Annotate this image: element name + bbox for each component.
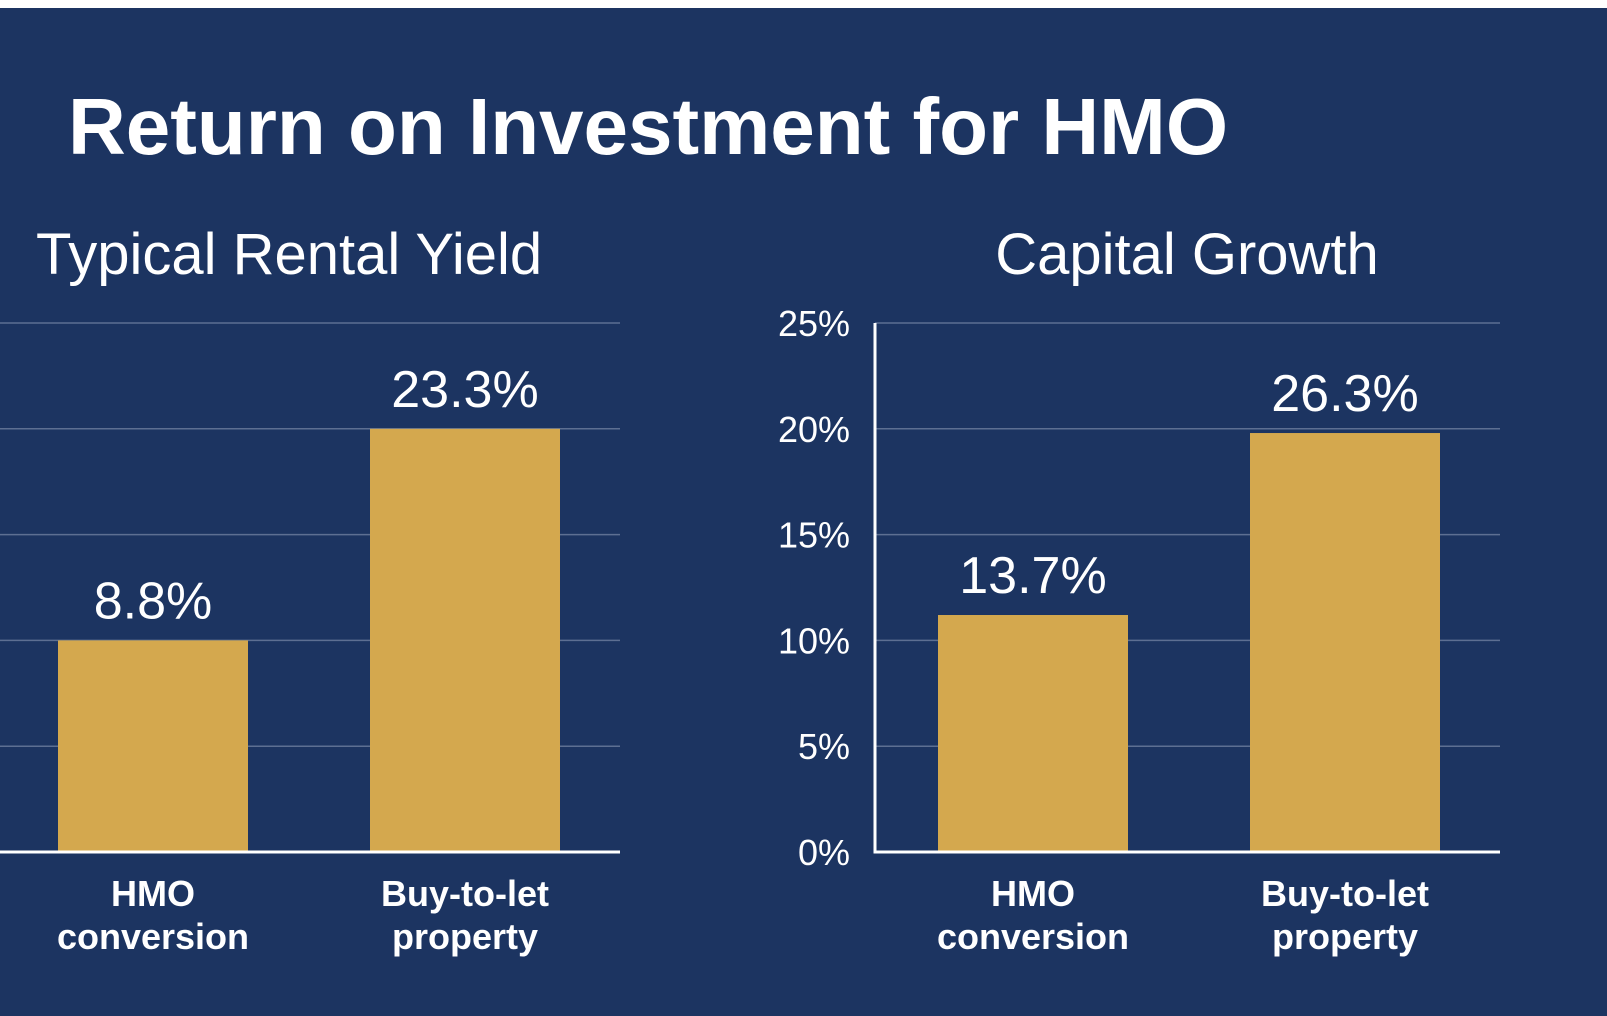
data-label: 23.3%	[391, 361, 538, 419]
rental-yield-chart: Typical Rental Yield 8.8% HMO conversion 23.…	[0, 222, 620, 957]
bar	[938, 615, 1128, 852]
bar	[58, 640, 248, 852]
category-label: HMO conversion	[57, 873, 249, 957]
bar	[370, 428, 560, 852]
y-tick-label: 5%	[798, 726, 850, 767]
category-label: Buy-to-let property	[381, 873, 549, 957]
y-tick-label: 10%	[778, 620, 850, 661]
bar	[1250, 433, 1440, 852]
y-tick-label: 25%	[778, 303, 850, 344]
category-label: Buy-to-let property	[1261, 873, 1429, 957]
y-tick-label: 15%	[778, 515, 850, 556]
data-label: 26.3%	[1271, 365, 1418, 423]
chart-title: Capital Growth	[995, 222, 1379, 287]
y-tick-label: 0%	[798, 832, 850, 873]
chart-title: Typical Rental Yield	[36, 222, 542, 287]
slide-title: Return on Investment for HMO	[68, 82, 1228, 171]
capital-growth-chart: Capital Growth 0% 5% 10% 15% 20% 25% 13.7% HMO co…	[778, 222, 1500, 957]
y-tick-label: 20%	[778, 409, 850, 450]
category-label: HMO conversion	[937, 873, 1129, 957]
data-label: 8.8%	[94, 572, 213, 630]
chart-canvas: Return on Investment for HMO Typical Ren…	[0, 82, 1500, 957]
data-label: 13.7%	[959, 547, 1106, 605]
slide-background: Return on Investment for HMO Typical Ren…	[0, 8, 1607, 1016]
